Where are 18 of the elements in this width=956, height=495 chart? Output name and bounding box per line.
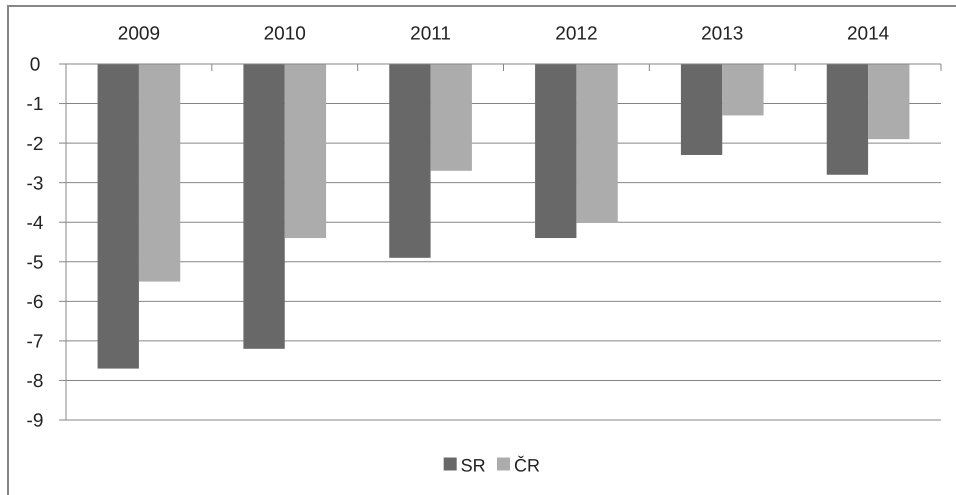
y-tick-label: -7: [26, 332, 44, 353]
x-tick-label: 2013: [701, 24, 744, 45]
x-tick-label: 2009: [118, 24, 160, 45]
legend-label: ČR: [514, 455, 540, 476]
y-tick-label: -2: [26, 134, 44, 155]
y-tick-label: -5: [26, 252, 44, 274]
x-tick-label: 2012: [555, 24, 598, 45]
y-tick-label: 0: [30, 54, 40, 76]
x-tick-label: 2010: [264, 24, 306, 45]
y-tick-label: -9: [26, 410, 44, 432]
y-tick-label: -4: [26, 212, 44, 234]
y-tick-label: -3: [26, 173, 44, 194]
x-tick-label: 2011: [410, 24, 452, 45]
y-tick-label: -8: [26, 371, 44, 392]
legend-label: SR: [460, 455, 486, 476]
x-tick-label: 2014: [846, 24, 890, 45]
y-tick-label: -1: [26, 94, 44, 116]
y-tick-label: -6: [26, 292, 44, 313]
